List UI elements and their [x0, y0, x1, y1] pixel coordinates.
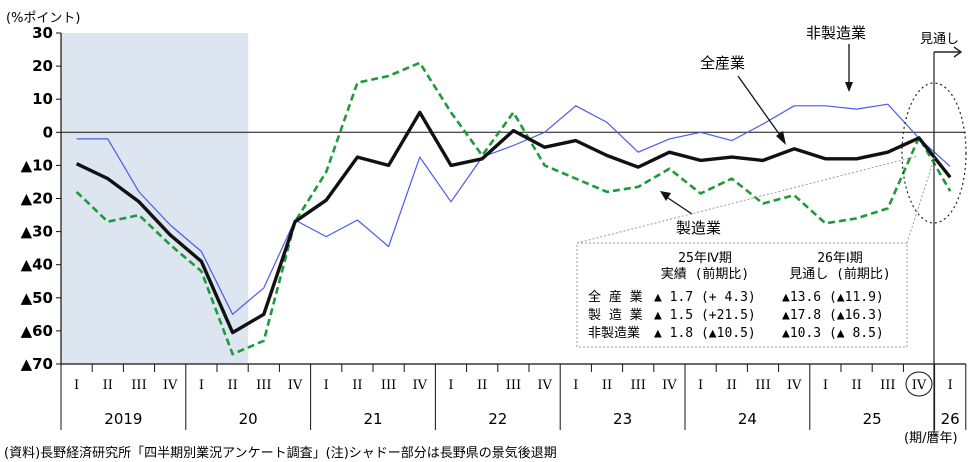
q4-forecast-ellipse	[901, 82, 967, 224]
y-tick-label: ▲40	[21, 256, 53, 274]
col1-header-line2: 実績 (前期比)	[661, 266, 749, 282]
x-quarter-label: III	[630, 378, 645, 393]
y-tick-label: ▲20	[21, 190, 53, 208]
x-quarter-label: I	[448, 378, 453, 393]
x-quarter-label: I	[698, 378, 703, 393]
x-year-label: 25	[863, 410, 882, 428]
x-quarter-label: III	[880, 378, 895, 393]
y-tick-label: ▲10	[21, 156, 53, 174]
series-line-green-dashed	[75, 61, 952, 356]
y-tick-label: ▲60	[21, 322, 53, 340]
x-quarter-label: I	[74, 378, 79, 393]
pointer-head-non-manufacturing	[845, 82, 853, 92]
x-quarter-label: II	[227, 378, 237, 393]
col2-header-line2: 見通し (前期比)	[789, 266, 890, 282]
x-quarter-label: II	[352, 378, 362, 393]
series-line-bold-black	[75, 110, 952, 335]
x-quarter-label: IV	[787, 378, 802, 393]
x-quarter-label: II	[103, 378, 113, 393]
x-year-label: 23	[613, 410, 632, 428]
row-mfg-c1: ▲ 1.5 (+21.5)	[654, 308, 756, 323]
x-quarter-label: IV	[662, 378, 677, 393]
pointer-head-all-industries	[776, 131, 786, 145]
x-year-label: 26	[941, 410, 960, 428]
row-mfg-label: 製 造 業	[588, 307, 643, 323]
row-all-label: 全 産 業	[588, 289, 643, 305]
forecast-label: 見通し	[920, 32, 959, 47]
row-nonmfg-label: 非製造業	[588, 325, 640, 341]
x-quarter-label: III	[755, 378, 770, 393]
callout-line-1	[576, 155, 919, 244]
x-year-label: 21	[363, 410, 382, 428]
pointer-head-manufacturing	[660, 191, 671, 201]
x-quarter-label: II	[602, 378, 612, 393]
footnote: (資料)長野経済研究所「四半期別業況アンケート調査」(注)シャドー部分は長野県の…	[4, 445, 557, 461]
row-all-c2: ▲13.6 (▲11.9)	[782, 290, 884, 305]
recession-shade	[61, 33, 249, 364]
y-tick-label: 0	[43, 123, 53, 141]
q4-highlight-circle	[905, 371, 933, 397]
x-quarter-label: IV	[537, 378, 552, 393]
x-year-label: 20	[239, 410, 258, 428]
row-nonmfg-c2: ▲10.3 (▲ 8.5)	[782, 326, 884, 341]
x-quarter-label: IV	[288, 378, 303, 393]
callout-line-2	[906, 155, 936, 244]
y-tick-label: 30	[32, 24, 53, 42]
col1-header-line1: 25年Ⅳ期	[678, 251, 732, 266]
x-quarter-label: I	[199, 378, 204, 393]
row-nonmfg-c1: ▲ 1.8 (▲10.5)	[654, 326, 756, 341]
y-axis-unit: (%ポイント)	[6, 11, 81, 26]
row-mfg-c2: ▲17.8 (▲16.3)	[782, 308, 884, 323]
x-quarter-label: III	[381, 378, 396, 393]
x-year-label: 2019	[104, 410, 142, 428]
x-axis-unit: (期/暦年)	[904, 431, 958, 446]
x-year-label: 22	[488, 410, 507, 428]
summary-table-box	[576, 242, 908, 348]
pointer-all-industries	[737, 75, 783, 139]
x-quarter-label: II	[727, 378, 737, 393]
y-tick-label: ▲50	[21, 289, 53, 307]
label-non-manufacturing: 非製造業	[806, 24, 866, 42]
col2-header-line1: 26年Ⅰ期	[817, 251, 863, 266]
label-manufacturing: 製造業	[676, 219, 721, 237]
x-quarter-label: III	[131, 378, 146, 393]
x-quarter-label: I	[823, 378, 828, 393]
forecast-arrow-head	[953, 46, 963, 58]
x-quarter-label: IV	[413, 378, 428, 393]
x-quarter-label: II	[477, 378, 487, 393]
x-quarter-label: III	[506, 378, 521, 393]
x-quarter-label: I	[948, 378, 953, 393]
series-line-blue-thin	[76, 103, 951, 315]
x-quarter-label: II	[851, 378, 861, 393]
x-quarter-label: IV	[163, 378, 178, 393]
summary-table: 25年Ⅳ期 実績 (前期比) 26年Ⅰ期 見通し (前期比) 全 産 業 ▲ 1…	[576, 155, 936, 348]
pointer-manufacturing	[664, 195, 693, 215]
label-all-industries: 全産業	[700, 54, 745, 72]
y-tick-label: ▲70	[21, 355, 53, 373]
x-quarter-label: III	[256, 378, 271, 393]
x-quarter-label: IV	[912, 378, 927, 393]
y-tick-label: 20	[32, 57, 53, 75]
x-quarter-label: I	[573, 378, 578, 393]
y-tick-label: 10	[32, 90, 53, 108]
row-all-c1: ▲ 1.7 (+ 4.3)	[654, 290, 756, 305]
x-quarter-label: I	[324, 378, 329, 393]
y-tick-label: ▲30	[21, 223, 53, 241]
x-year-label: 24	[738, 410, 757, 428]
